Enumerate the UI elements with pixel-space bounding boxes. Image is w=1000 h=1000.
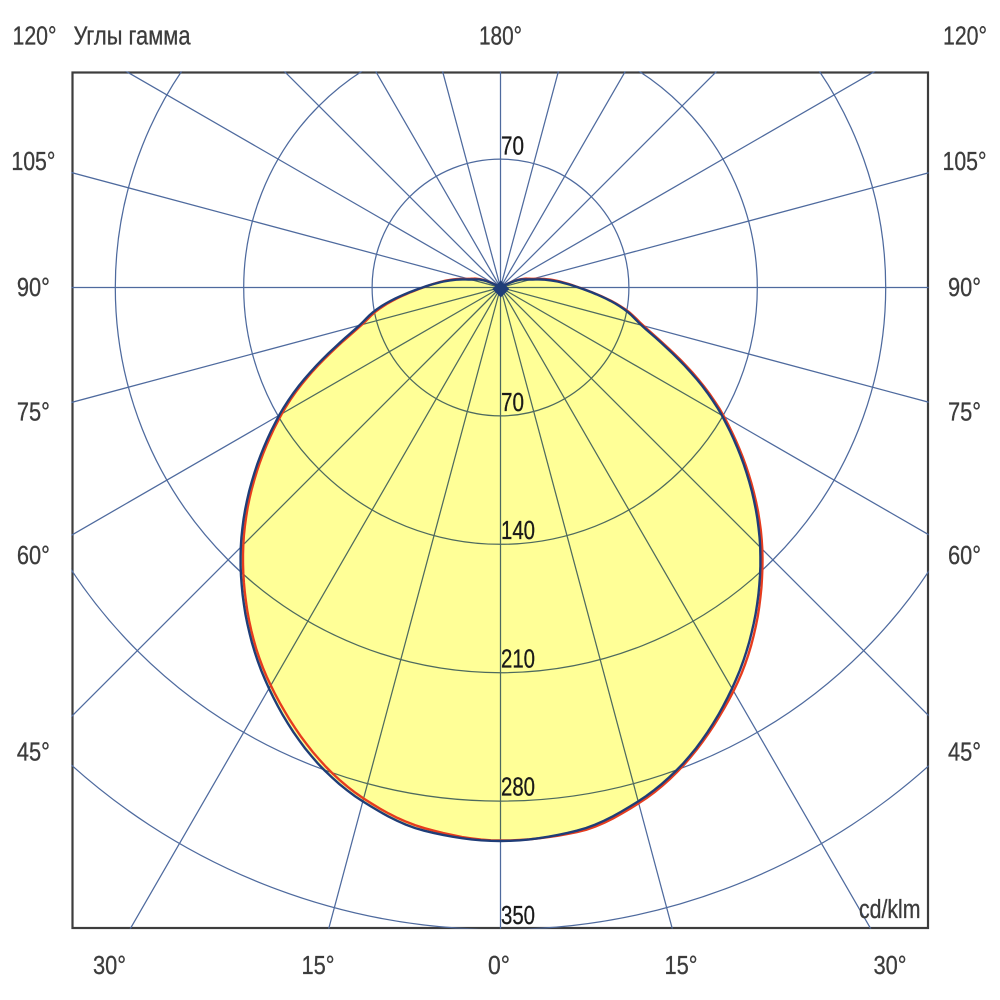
svg-text:75°: 75°: [948, 399, 981, 427]
svg-text:105°: 105°: [943, 148, 987, 176]
svg-text:Углы гамма: Углы гамма: [74, 23, 192, 51]
svg-text:120°: 120°: [943, 23, 987, 51]
svg-text:90°: 90°: [948, 274, 981, 302]
svg-text:180°: 180°: [479, 23, 522, 51]
svg-text:60°: 60°: [17, 542, 50, 570]
svg-text:75°: 75°: [17, 399, 50, 427]
svg-text:140: 140: [501, 517, 535, 545]
svg-text:350: 350: [501, 902, 535, 930]
svg-text:cd/klm: cd/klm: [859, 896, 921, 924]
svg-text:30°: 30°: [93, 952, 126, 980]
svg-text:90°: 90°: [17, 274, 50, 302]
svg-text:210: 210: [501, 646, 535, 674]
svg-text:70: 70: [501, 133, 524, 161]
svg-text:45°: 45°: [948, 739, 981, 767]
svg-text:280: 280: [501, 774, 535, 802]
svg-text:0°: 0°: [488, 952, 510, 980]
svg-text:105°: 105°: [11, 148, 55, 176]
svg-text:15°: 15°: [302, 952, 335, 980]
svg-text:70: 70: [501, 389, 524, 417]
svg-text:45°: 45°: [17, 739, 50, 767]
svg-text:30°: 30°: [874, 952, 907, 980]
svg-text:15°: 15°: [665, 952, 698, 980]
svg-text:120°: 120°: [13, 23, 57, 51]
svg-text:60°: 60°: [948, 542, 981, 570]
